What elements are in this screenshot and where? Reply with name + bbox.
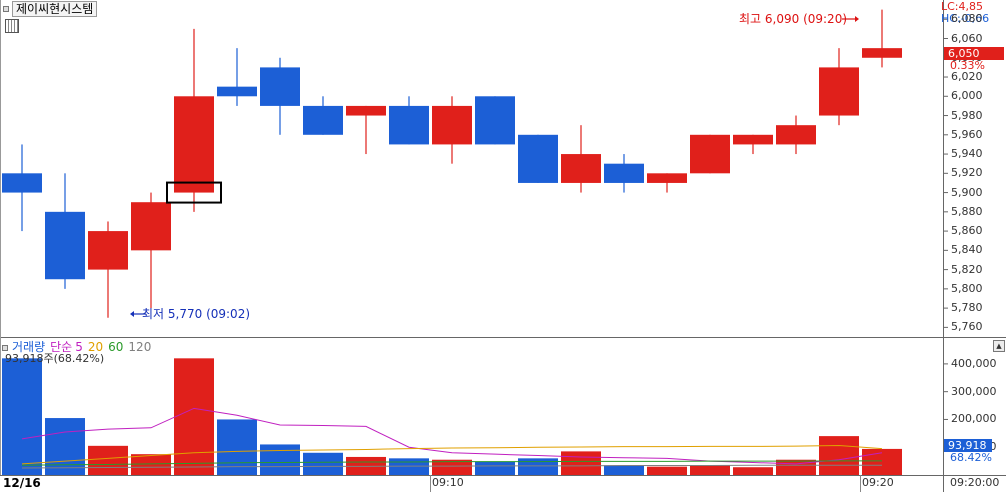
volume-tick-label: 400,000 — [951, 356, 997, 370]
volume-bar — [647, 466, 687, 475]
volume-tick-label: 200,000 — [951, 412, 997, 426]
date-label: 12/16 — [3, 476, 41, 490]
volume-bar — [303, 452, 343, 475]
low-annotation: 최저 5,770 (09:02) — [142, 307, 251, 321]
candle-body — [776, 125, 816, 145]
candle-body — [45, 211, 85, 280]
price-tick-label: 6,020 — [951, 70, 983, 84]
volume-bar — [174, 358, 214, 475]
volume-info: 93,918주(68.42%) — [5, 352, 105, 365]
ma-lines — [21, 407, 883, 469]
price-tick-label: 5,780 — [951, 301, 983, 315]
volume-bar — [432, 459, 472, 475]
volume-bar — [475, 461, 515, 475]
price-tick-label: 5,760 — [951, 320, 983, 334]
ma20-label[interactable]: 20 — [87, 340, 104, 354]
candle-body — [690, 134, 730, 174]
price-tick-label: 5,840 — [951, 243, 983, 257]
price-tick-label: 5,860 — [951, 224, 983, 238]
ma5-label[interactable]: 5 — [75, 340, 83, 354]
upper-limit-label: HC:-0,66 — [941, 12, 990, 25]
volume-bar — [561, 451, 601, 475]
candle-body — [217, 86, 257, 97]
candle-body — [131, 202, 171, 251]
volume-label[interactable]: 거래량 — [12, 340, 46, 354]
candle-body — [475, 96, 515, 145]
ma120-line — [21, 464, 882, 469]
price-grid — [943, 18, 948, 328]
ma-prefix[interactable]: 단순 — [50, 340, 73, 354]
candle-body — [346, 105, 386, 116]
square-bullet-icon — [2, 344, 8, 351]
current-price-tag: 6,050 — [944, 47, 1004, 60]
volume-bar — [389, 458, 429, 475]
price-tick-label: 5,920 — [951, 166, 983, 180]
candle-body — [647, 173, 687, 183]
price-tick-label: 5,800 — [951, 281, 983, 295]
candles — [2, 9, 902, 318]
collapse-icon[interactable]: ▲ — [993, 340, 1005, 352]
time-label-0920: 09:20 — [862, 476, 894, 489]
price-tick-label: 5,880 — [951, 204, 983, 218]
price-tick-label: 5,820 — [951, 262, 983, 276]
candle-body — [518, 134, 558, 183]
volume-bar — [88, 445, 128, 475]
volume-legend: 거래량 단순 5 20 60 120 — [2, 340, 156, 354]
price-tick-label: 5,900 — [951, 185, 983, 199]
candle-body — [561, 154, 601, 183]
high-annotation: 최고 6,090 (09:20) — [739, 12, 848, 26]
volume-bar — [45, 418, 85, 475]
volume-bar — [131, 454, 171, 475]
ma20-line — [21, 445, 883, 465]
volume-bar — [2, 358, 42, 475]
ma120-label[interactable]: 120 — [128, 340, 152, 354]
arrow-left-icon — [130, 311, 146, 317]
volume-bar — [690, 465, 730, 475]
candle-body — [174, 96, 214, 193]
time-label-0910: 09:10 — [432, 476, 464, 489]
price-tick-label: 5,940 — [951, 147, 983, 161]
candle-body — [88, 231, 128, 270]
stock-title[interactable]: 제이씨현시스템 — [12, 1, 98, 17]
current-change-pct: 0.33% — [950, 59, 985, 72]
volume-bar — [518, 458, 558, 475]
candle-body — [604, 163, 644, 183]
volume-bar — [776, 459, 816, 475]
candle-body — [389, 105, 429, 145]
ma60-label[interactable]: 60 — [108, 340, 124, 354]
price-tick-label: 5,960 — [951, 127, 983, 141]
grid-icon[interactable] — [5, 19, 19, 33]
volume-bar — [604, 465, 644, 475]
volume-bar — [260, 444, 300, 475]
ma5-line — [21, 407, 883, 465]
current-volume-pct: 68.42% — [950, 451, 992, 464]
candle-body — [432, 105, 472, 145]
current-volume-tag: 93,918 — [944, 439, 992, 452]
volume-bar — [733, 467, 773, 475]
volume-tick-label: 300,000 — [951, 384, 997, 398]
volume-bar — [819, 436, 859, 475]
square-bullet-icon — [3, 6, 9, 12]
candle-body — [2, 173, 42, 193]
volume-bars — [2, 358, 902, 475]
ma60-line — [21, 460, 882, 466]
highlight-box — [166, 181, 222, 204]
time-end-label: 09:20:00 — [950, 476, 1000, 489]
price-tick-label: 6,000 — [951, 89, 983, 103]
price-tick-label: 6,080 — [951, 12, 983, 26]
candle-body — [733, 134, 773, 145]
candle-body — [819, 67, 859, 116]
candle-body — [303, 105, 343, 135]
price-tick-label: 6,060 — [951, 31, 983, 45]
arrow-right-icon — [842, 16, 859, 22]
candle-body — [260, 67, 300, 106]
lower-limit-label: LC:4,85 — [941, 0, 984, 13]
highlight — [166, 181, 222, 204]
price-tick-label: 5,980 — [951, 108, 983, 122]
candle-body — [862, 48, 902, 58]
volume-bar — [217, 419, 257, 475]
